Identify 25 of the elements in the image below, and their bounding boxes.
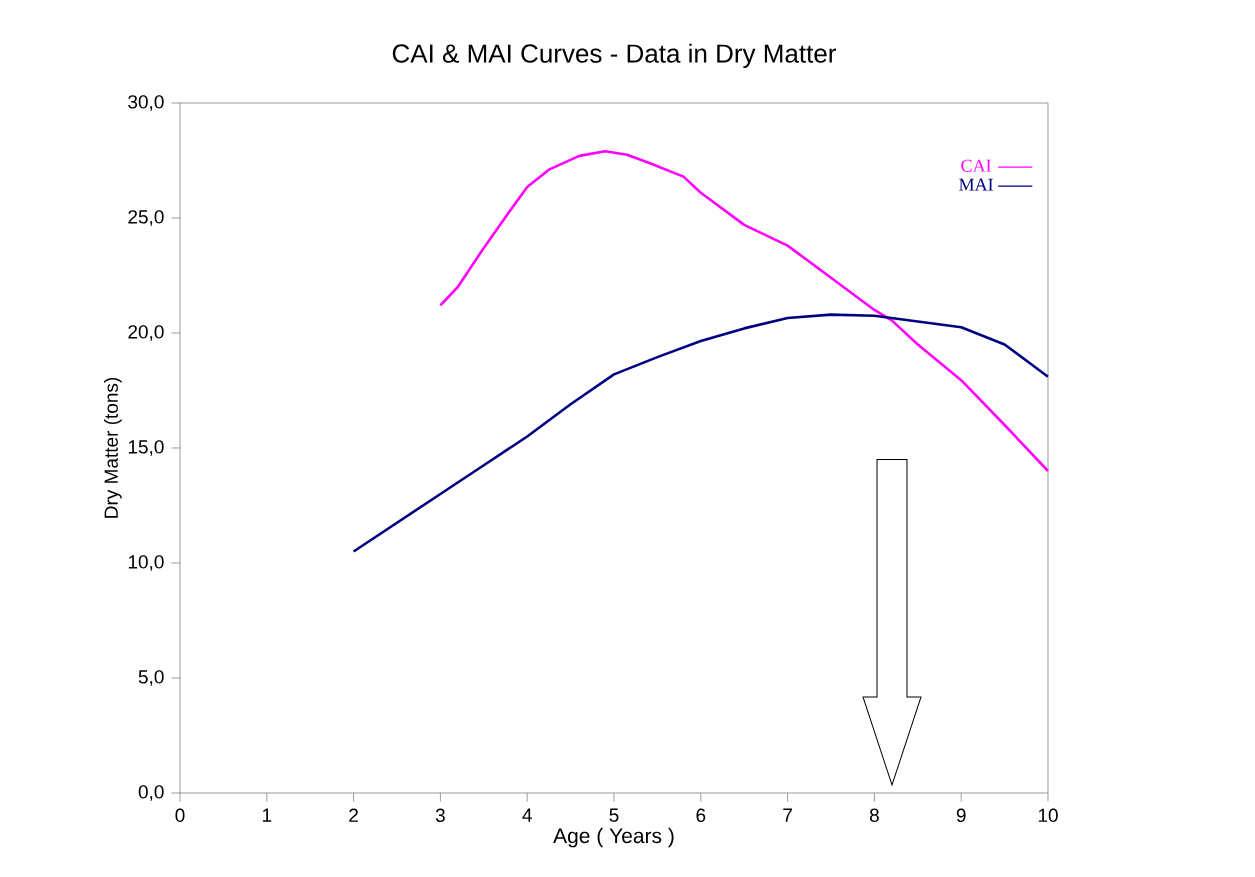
x-tick-label: 8 — [869, 808, 879, 823]
legend-label: MAI — [959, 178, 993, 191]
x-axis-title: Age ( Years ) — [553, 827, 674, 848]
chart-title: CAI & MAI Curves - Data in Dry Matter — [392, 43, 836, 68]
y-tick-label: 30,0 — [128, 95, 164, 111]
y-tick-label: 5,0 — [138, 670, 164, 686]
line-series — [439, 149, 1050, 473]
y-tick-label: 15,0 — [128, 440, 164, 456]
y-tick-label: 20,0 — [128, 325, 164, 341]
x-tick-label: 9 — [956, 808, 966, 823]
x-tick-label: 6 — [696, 808, 706, 823]
x-tick-label: 2 — [349, 808, 358, 822]
y-axis-title: Dry Matter (tons) — [103, 377, 122, 518]
x-tick-label: 4 — [522, 808, 532, 822]
legend-label: CAI — [961, 159, 991, 172]
x-tick-label: 10 — [1038, 808, 1058, 823]
x-tick-label: 7 — [783, 808, 792, 822]
x-tick-label: 0 — [175, 808, 185, 823]
x-tick-label: 1 — [262, 808, 272, 822]
x-tick-label: 3 — [435, 808, 445, 823]
line-series — [352, 313, 1050, 553]
y-tick-label: 25,0 — [128, 210, 164, 226]
y-tick-label: 10,0 — [128, 555, 164, 571]
x-tick-label: 5 — [609, 808, 619, 822]
y-tick-label: 0,0 — [138, 785, 164, 801]
